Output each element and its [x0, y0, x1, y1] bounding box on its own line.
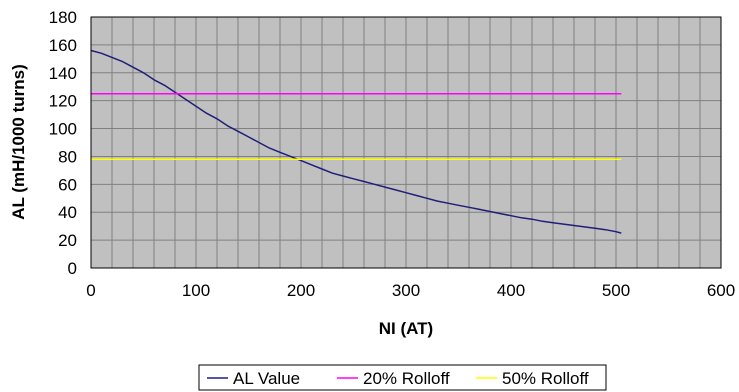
legend-label-20-rolloff: 20% Rolloff — [363, 369, 450, 388]
x-tick-label: 500 — [602, 281, 630, 300]
y-tick-label: 100 — [49, 120, 77, 139]
legend-box — [198, 364, 607, 391]
series-line-al-value — [90, 49, 622, 234]
series-group — [90, 49, 622, 234]
x-tick-label: 0 — [86, 281, 95, 300]
x-tick-label: 400 — [497, 281, 525, 300]
y-tick-label: 20 — [58, 231, 77, 250]
x-tick-label: 300 — [392, 281, 420, 300]
grid — [91, 17, 721, 268]
x-tick-label: 600 — [707, 281, 735, 300]
y-tick-label: 120 — [49, 92, 77, 111]
legend: AL Value 20% Rolloff 50% Rolloff — [198, 364, 607, 391]
y-tick-label: 80 — [58, 147, 77, 166]
y-tick-label: 40 — [58, 203, 77, 222]
y-tick-label: 0 — [68, 259, 77, 278]
x-tick-label: 200 — [287, 281, 315, 300]
legend-label-al-value: AL Value — [233, 369, 300, 388]
y-tick-label: 160 — [49, 36, 77, 55]
x-axis-title: NI (AT) — [379, 319, 433, 338]
y-tick-label: 60 — [58, 175, 77, 194]
x-tick-label: 100 — [182, 281, 210, 300]
plot-border — [90, 16, 722, 269]
y-tick-label: 180 — [49, 8, 77, 27]
y-tick-label: 140 — [49, 64, 77, 83]
tick-labels: 0 20 40 60 80 100 120 140 160 180 0 100 200 300 400 500… — [49, 8, 736, 300]
y-axis-title: AL (mH/1000 turns) — [9, 64, 28, 220]
legend-label-50-rolloff: 50% Rolloff — [502, 369, 589, 388]
